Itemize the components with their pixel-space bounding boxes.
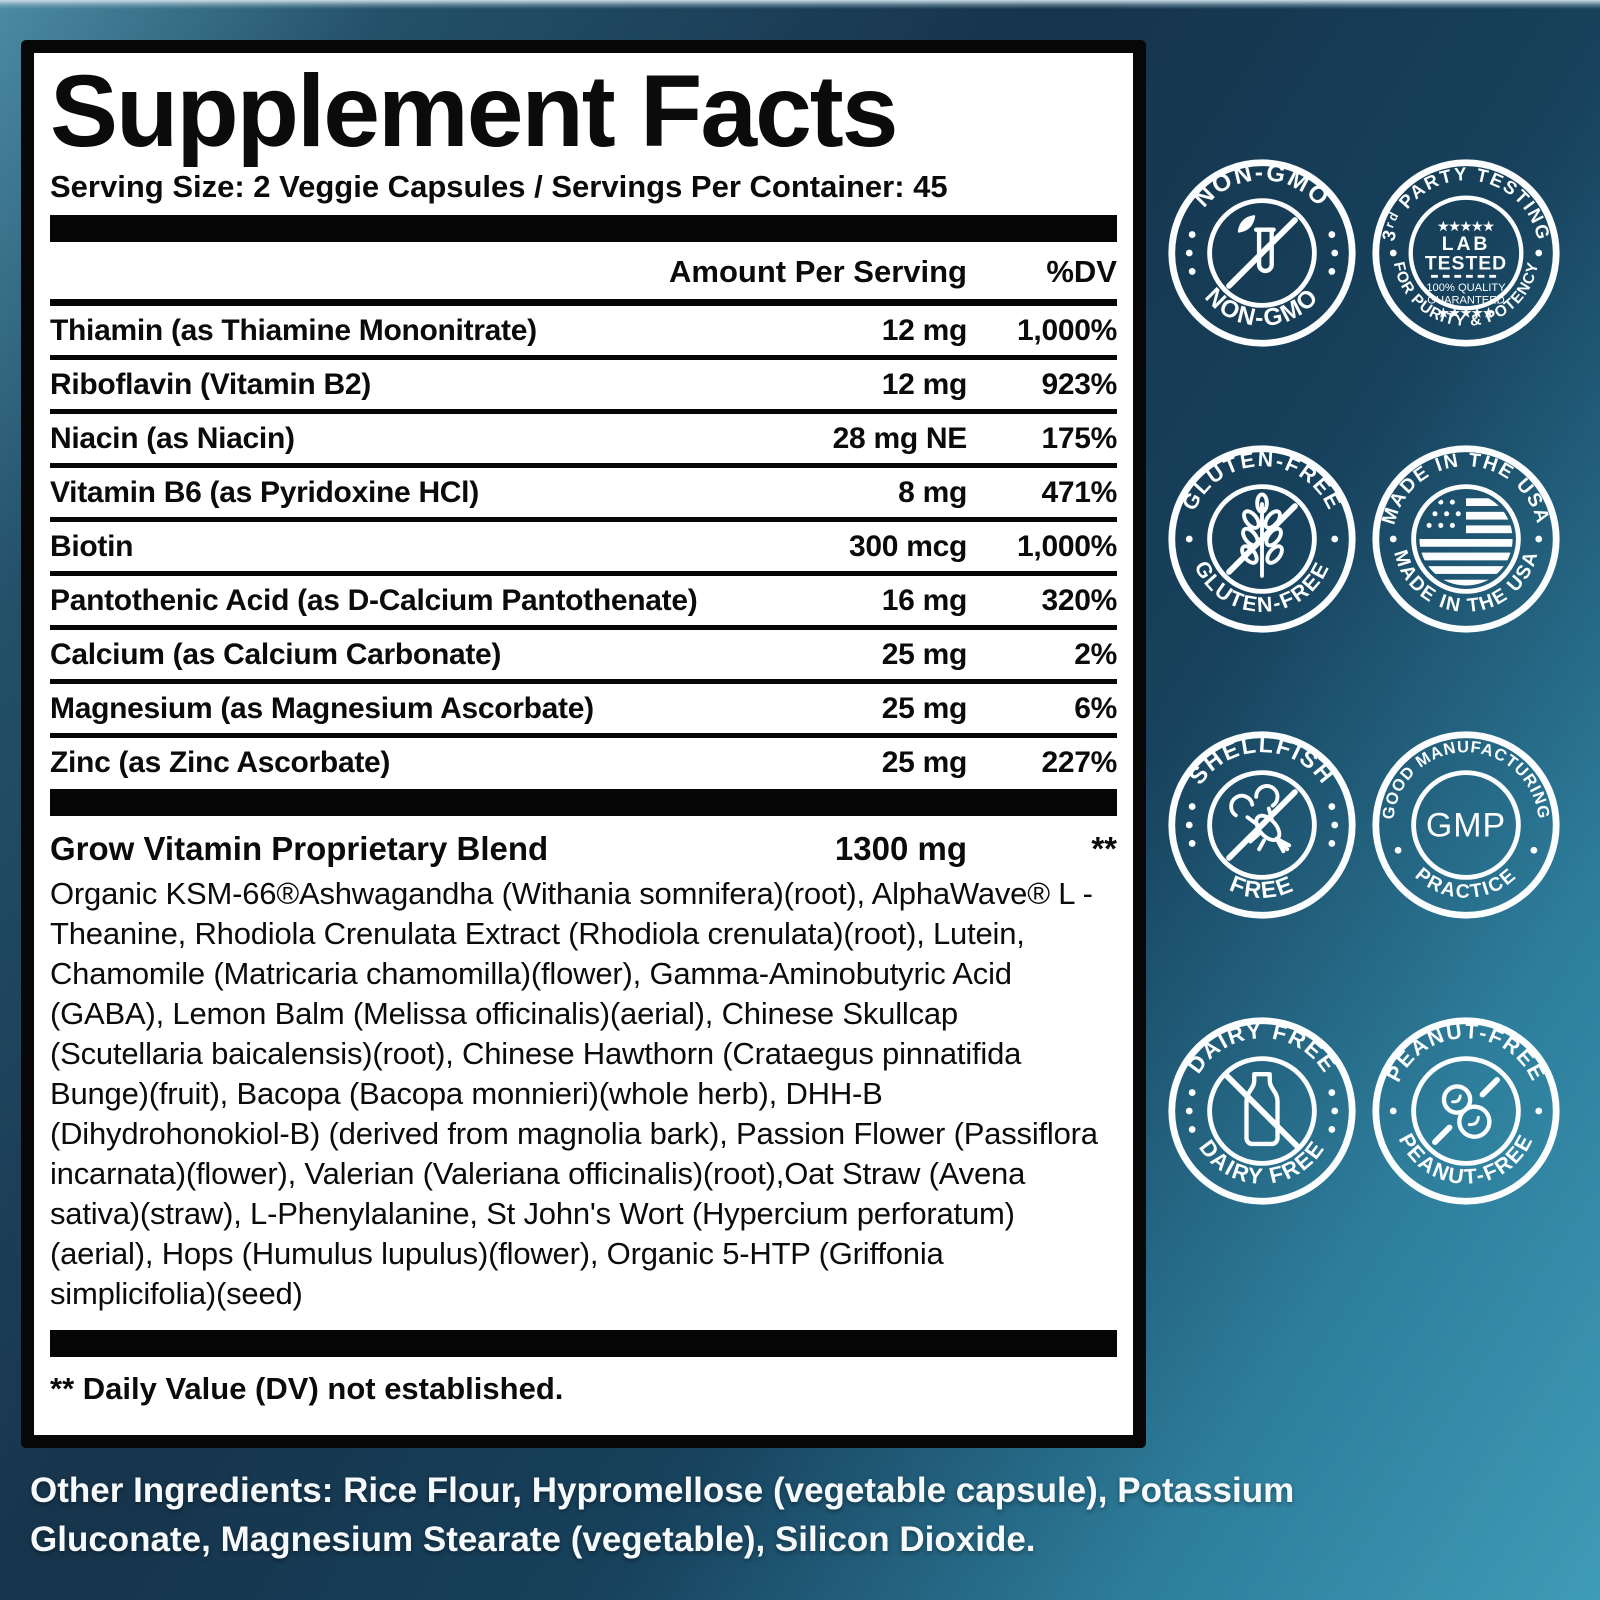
nutrient-row: Pantothenic Acid (as D-Calcium Pantothen… xyxy=(50,576,1117,631)
serving-size-line: Serving Size: 2 Veggie Capsules / Servin… xyxy=(50,169,948,205)
nutrient-amount: 25 mg xyxy=(881,692,968,726)
usa-flag-icon xyxy=(1419,498,1513,586)
nutrient-name: Thiamin (as Thiamine Mononitrate) xyxy=(50,314,537,348)
svg-text:TESTED: TESTED xyxy=(1425,252,1507,274)
top-highlight-strip xyxy=(0,0,1600,9)
svg-text:PEANUT-FREE: PEANUT-FREE xyxy=(1382,1019,1551,1086)
svg-text:★★★★★: ★★★★★ xyxy=(1438,220,1495,234)
svg-text:100% QUALITY: 100% QUALITY xyxy=(1426,282,1506,294)
divider-bar-thick xyxy=(50,1330,1117,1358)
badge-shellfish-free: SHELLFISH FREE xyxy=(1168,731,1356,919)
nutrient-name: Calcium (as Calcium Carbonate) xyxy=(50,638,502,672)
supplement-facts-panel: Supplement Facts Serving Size: 2 Veggie … xyxy=(21,40,1146,1448)
nutrient-amount: 8 mg xyxy=(898,476,967,510)
badge-dairy-free: DAIRY FREE DAIRY FREE xyxy=(1168,1017,1356,1205)
nutrient-amount: 12 mg xyxy=(881,368,968,402)
nutrient-name: Riboflavin (Vitamin B2) xyxy=(50,368,371,402)
dv-header: %DV xyxy=(1046,254,1117,290)
nutrient-row: Biotin 300 mcg 1,000% xyxy=(50,522,1117,577)
nutrient-row: Riboflavin (Vitamin B2) 12 mg 923% xyxy=(50,360,1117,415)
nutrient-dv: 6% xyxy=(1074,692,1117,726)
nutrient-amount: 25 mg xyxy=(881,638,968,672)
badge-grid: NON-GMO NON-GMO 3ʳᵈ PARTY TESTING FOR PU… xyxy=(1165,156,1563,1208)
svg-text:★★★★★: ★★★★★ xyxy=(1438,306,1495,320)
nutrient-dv: 320% xyxy=(1041,584,1117,618)
nutrient-dv: 1,000% xyxy=(1017,314,1117,348)
nutrient-amount: 28 mg NE xyxy=(832,422,968,456)
nutrient-dv: 227% xyxy=(1041,746,1117,780)
blend-dv: ** xyxy=(1091,830,1117,868)
badge-gluten-free: GLUTEN-FREE GLUTEN-FREE xyxy=(1168,445,1356,633)
svg-text:NON-GMO: NON-GMO xyxy=(1189,159,1335,213)
amount-per-serving-header: Amount Per Serving xyxy=(669,254,967,290)
peanut-icon xyxy=(1432,1077,1500,1145)
nutrient-row: Calcium (as Calcium Carbonate) 25 mg 2% xyxy=(50,630,1117,685)
lab-tested-seal-text: ★★★★★ LAB TESTED 100% QUALITY GUARANTEED… xyxy=(1425,220,1507,320)
blend-amount: 1300 mg xyxy=(834,830,967,868)
nutrient-name: Magnesium (as Magnesium Ascorbate) xyxy=(50,692,594,726)
nutrient-name: Pantothenic Acid (as D-Calcium Pantothen… xyxy=(50,584,698,618)
gmp-text: GMP xyxy=(1426,807,1506,845)
nutrient-row: Niacin (as Niacin) 28 mg NE 175% xyxy=(50,414,1117,469)
nutrient-row: Thiamin (as Thiamine Mononitrate) 12 mg … xyxy=(50,306,1117,361)
other-ingredients: Other Ingredients: Rice Flour, Hypromell… xyxy=(30,1466,1370,1564)
nutrient-dv: 923% xyxy=(1041,368,1117,402)
nutrient-amount: 300 mcg xyxy=(849,530,967,564)
nutrient-amount: 16 mg xyxy=(881,584,968,618)
blend-name: Grow Vitamin Proprietary Blend xyxy=(50,830,549,868)
blend-description: Organic KSM-66®Ashwagandha (Withania som… xyxy=(50,876,1098,1312)
nutrient-dv: 1,000% xyxy=(1017,530,1117,564)
nutrient-name: Vitamin B6 (as Pyridoxine HCl) xyxy=(50,476,479,510)
svg-text:PRACTICE: PRACTICE xyxy=(1411,863,1521,903)
badge-non-gmo: NON-GMO NON-GMO xyxy=(1168,159,1356,347)
badge-lab-tested: 3ʳᵈ PARTY TESTING FOR PURITY & POTENCY ★… xyxy=(1372,159,1560,347)
table-header: Amount Per Serving %DV xyxy=(50,242,1117,307)
svg-text:DAIRY FREE: DAIRY FREE xyxy=(1182,1018,1342,1078)
badge-made-in-usa: MADE IN THE USA MADE IN THE USA xyxy=(1372,445,1560,633)
milk-bottle-icon xyxy=(1224,1071,1300,1149)
blend-header-row: Grow Vitamin Proprietary Blend 1300 mg *… xyxy=(50,822,1117,874)
wheat-icon xyxy=(1226,492,1298,578)
divider-bar-thick xyxy=(50,789,1117,817)
nutrient-amount: 25 mg xyxy=(881,746,968,780)
dv-footnote: ** Daily Value (DV) not established. xyxy=(50,1371,564,1407)
nutrient-name: Biotin xyxy=(50,530,134,564)
other-ingredients-text: Rice Flour, Hypromellose (vegetable caps… xyxy=(30,1471,1295,1559)
nutrient-name: Zinc (as Zinc Ascorbate) xyxy=(50,746,391,780)
nutrient-row: Zinc (as Zinc Ascorbate) 25 mg 227% xyxy=(50,738,1117,787)
nutrient-rows: Thiamin (as Thiamine Mononitrate) 12 mg … xyxy=(50,306,1117,787)
other-ingredients-label: Other Ingredients: xyxy=(30,1471,334,1510)
svg-text:SHELLFISH: SHELLFISH xyxy=(1184,731,1341,789)
nutrient-dv: 175% xyxy=(1041,422,1117,456)
nutrient-row: Vitamin B6 (as Pyridoxine HCl) 8 mg 471% xyxy=(50,468,1117,523)
svg-text:GUARANTEED: GUARANTEED xyxy=(1427,294,1504,306)
badge-peanut-free: PEANUT-FREE PEANUT-FREE xyxy=(1372,1017,1560,1205)
nutrient-row: Magnesium (as Magnesium Ascorbate) 25 mg… xyxy=(50,684,1117,739)
nutrient-name: Niacin (as Niacin) xyxy=(50,422,295,456)
nutrient-amount: 12 mg xyxy=(881,314,968,348)
svg-text:PEANUT-FREE: PEANUT-FREE xyxy=(1394,1130,1538,1190)
divider-bar-thick xyxy=(50,215,1117,243)
panel-title: Supplement Facts xyxy=(50,54,899,168)
no-gmo-test-tube-icon xyxy=(1226,215,1298,289)
badge-gmp: GOOD MANUFACTURING PRACTICE GMP xyxy=(1372,731,1560,919)
nutrient-dv: 2% xyxy=(1074,638,1117,672)
nutrient-dv: 471% xyxy=(1041,476,1117,510)
lobster-icon xyxy=(1226,784,1298,861)
svg-text:LAB: LAB xyxy=(1442,233,1491,255)
